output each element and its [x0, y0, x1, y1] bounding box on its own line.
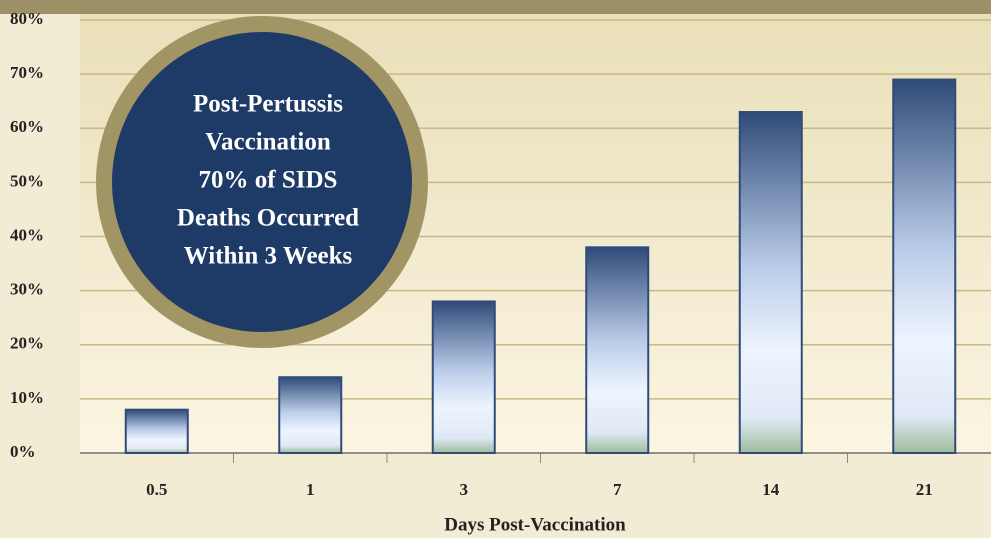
bar [585, 246, 650, 454]
bar [278, 376, 343, 455]
y-tick-label: 70% [10, 63, 44, 82]
x-tick-label: 1 [306, 480, 315, 499]
bar [738, 111, 803, 454]
x-tick-label: 0.5 [146, 480, 167, 499]
badge-disc [112, 32, 412, 332]
top-strip [0, 0, 991, 14]
annotation-line: Deaths Occurred [177, 205, 359, 232]
y-tick-label: 80% [10, 9, 44, 28]
x-tick-label: 14 [762, 480, 780, 499]
y-tick-label: 20% [10, 334, 44, 353]
x-axis-label: Days Post-Vaccination [444, 514, 626, 535]
x-tick-label: 7 [613, 480, 622, 499]
x-tick-label: 21 [916, 480, 933, 499]
annotation-badge [96, 16, 428, 348]
x-tick-label: 3 [460, 480, 469, 499]
bar [431, 300, 496, 455]
bar [892, 78, 957, 454]
annotation-line: Within 3 Weeks [184, 243, 353, 270]
y-tick-label: 10% [10, 388, 44, 407]
bar [124, 408, 189, 455]
y-tick-label: 30% [10, 280, 44, 299]
y-tick-label: 50% [10, 171, 44, 190]
annotation-line: 70% of SIDS [199, 167, 338, 194]
annotation-line: Post-Pertussis [193, 91, 343, 118]
y-tick-label: 60% [10, 117, 44, 136]
y-tick-label: 40% [10, 225, 44, 244]
annotation-line: Vaccination [205, 129, 331, 156]
y-tick-label: 0% [10, 442, 36, 461]
